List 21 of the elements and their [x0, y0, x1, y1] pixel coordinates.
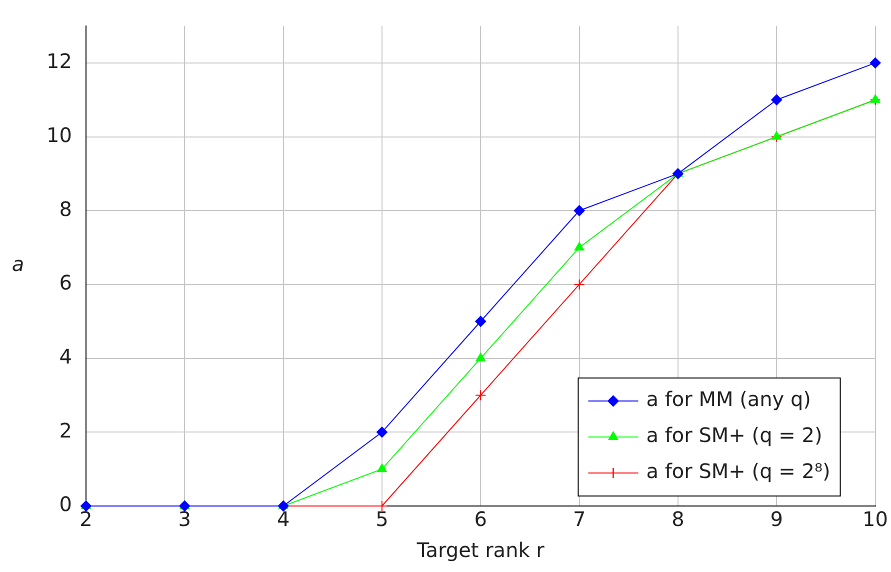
legend-label: a for SM+ (q = 2): [646, 423, 822, 448]
y-tick-label: 0: [59, 492, 72, 516]
legend-label: a for SM+ (q = 2⁸): [646, 459, 830, 484]
x-axis-title: Target rank r: [416, 538, 546, 562]
x-tick-label: 6: [474, 507, 488, 532]
x-tick-label: 8: [672, 507, 684, 532]
y-tick-label: 6: [59, 270, 72, 295]
x-tick-label: 10: [862, 507, 888, 532]
y-tick-label: 10: [46, 122, 72, 147]
x-tick-label: 4: [276, 507, 290, 532]
y-tick-label: 8: [59, 196, 72, 221]
x-tick-label: 2: [80, 507, 92, 532]
x-tick-label: 9: [770, 507, 783, 532]
y-tick-label: 2: [59, 418, 72, 442]
y-axis-title: a: [12, 252, 24, 276]
y-tick-label: 4: [59, 344, 72, 369]
x-tick-label: 3: [178, 507, 192, 532]
y-tick-label: 12: [46, 49, 72, 74]
x-tick-label: 5: [376, 507, 388, 532]
legend-label: a for MM (any q): [646, 387, 811, 412]
x-tick-label: 7: [572, 507, 586, 532]
